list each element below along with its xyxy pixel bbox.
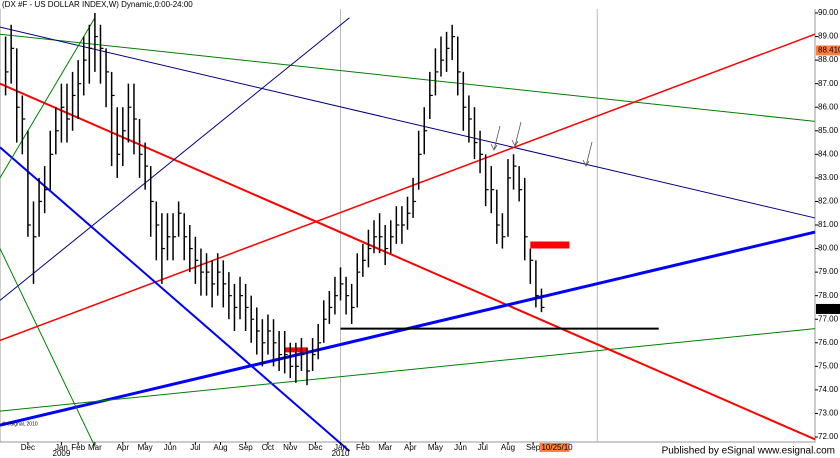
date-badge-label: 10/25/10 xyxy=(541,443,573,452)
x-tick-label: Jul xyxy=(190,443,200,452)
y-tick-label: 81.00 xyxy=(818,220,839,229)
x-tick-label: May xyxy=(138,443,153,452)
x-tick-label: Oct xyxy=(262,443,275,452)
price-badge xyxy=(816,45,840,56)
arrows xyxy=(490,121,593,167)
y-tick-label: 73.00 xyxy=(818,409,839,418)
y-tick-label: 90.00 xyxy=(818,8,839,17)
trendline xyxy=(0,17,350,301)
y-tick-label: 87.00 xyxy=(818,79,839,88)
x-tick-label: Nov xyxy=(283,443,297,452)
x-tick-label: Mar xyxy=(378,443,392,452)
price-badge-label: 88.410 xyxy=(818,46,840,55)
y-tick-label: 77.00 xyxy=(818,314,839,323)
footer: Published by eSignal www.esignal.com xyxy=(662,446,835,457)
x-tick-label: Jan xyxy=(334,443,347,452)
y-tick-label: 79.00 xyxy=(818,267,839,276)
y-tick-label: 88.00 xyxy=(818,55,839,64)
year-label: 2009 xyxy=(53,449,71,458)
x-tick-label: Aug xyxy=(501,443,515,452)
trendline xyxy=(0,146,351,452)
x-tick-label: Apr xyxy=(404,443,417,452)
x-tick-label: Sep xyxy=(238,443,253,452)
x-tick-label: May xyxy=(428,443,443,452)
last-badge-label: 77.436 xyxy=(818,304,840,313)
trendline xyxy=(0,82,816,441)
y-tick-label: 86.00 xyxy=(818,102,839,111)
x-tick-label: Sep xyxy=(526,443,541,452)
y-tick-label: 82.00 xyxy=(818,197,839,206)
trendline xyxy=(0,33,816,122)
y-tick-label: 83.00 xyxy=(818,173,839,182)
x-tick-label: Dec xyxy=(308,443,322,452)
y-tick-label: 85.00 xyxy=(818,126,839,135)
trendline xyxy=(0,26,816,219)
y-tick-label: 78.00 xyxy=(818,291,839,300)
y-tick-label: 74.00 xyxy=(818,385,839,394)
last-badge xyxy=(816,303,840,314)
y-tick-label: 75.00 xyxy=(818,361,839,370)
year-label: 2010 xyxy=(332,449,350,458)
y-tick-label: 84.00 xyxy=(818,149,839,158)
chart-title: (DX #F - US DOLLAR INDEX,W) Dynamic,0:00… xyxy=(2,0,193,9)
x-tick-label: Feb xyxy=(71,443,85,452)
x-tick-label: Aug xyxy=(213,443,227,452)
x-tick-label: Apr xyxy=(117,443,130,452)
x-tick-label: Mar xyxy=(88,443,102,452)
x-tick-label: Jul xyxy=(478,443,488,452)
title-bg xyxy=(0,0,840,9)
date-badge xyxy=(539,443,570,452)
trendline xyxy=(0,17,96,179)
x-tick-label: Jun xyxy=(164,443,177,452)
y-tick-label: 76.00 xyxy=(818,338,839,347)
copyright: © eSignal, 2010 xyxy=(2,420,38,427)
y-tick-label: 89.00 xyxy=(818,32,839,41)
x-tick-label: Jun xyxy=(454,443,467,452)
y-tick-label: 80.00 xyxy=(818,244,839,253)
trendline xyxy=(0,33,816,342)
trendline xyxy=(0,328,816,412)
x-tick-label: Jan xyxy=(55,443,68,452)
y-tick-label: 72.00 xyxy=(818,432,839,441)
x-tick-label: Feb xyxy=(356,443,370,452)
x-tick-label: Dec xyxy=(21,443,35,452)
trendline xyxy=(0,248,96,447)
